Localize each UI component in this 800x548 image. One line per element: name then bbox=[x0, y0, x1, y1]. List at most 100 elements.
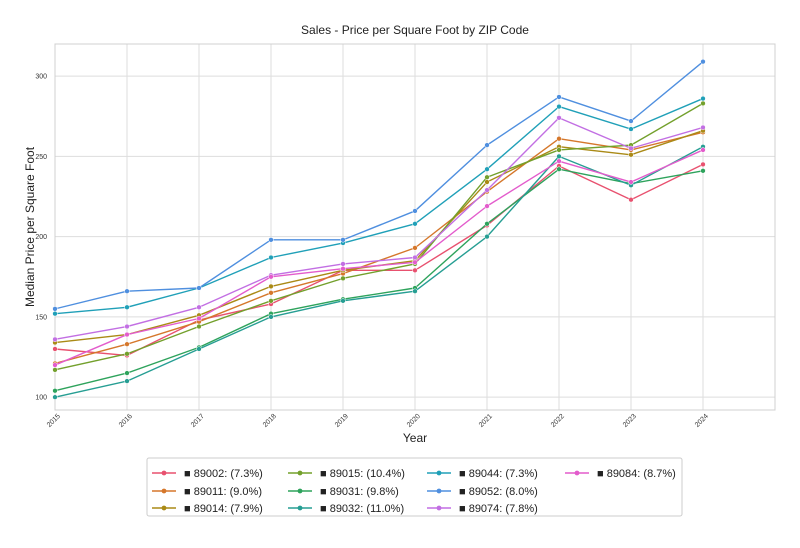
legend-swatch-marker bbox=[297, 488, 303, 494]
x-tick-label: 2024 bbox=[694, 413, 710, 429]
series-group bbox=[52, 115, 706, 343]
data-point bbox=[556, 103, 562, 110]
data-point bbox=[340, 261, 346, 267]
x-axis-label: Year bbox=[403, 431, 427, 445]
data-point bbox=[628, 152, 634, 158]
data-point bbox=[196, 323, 202, 330]
legend-item: ■ 89084: (8.7%) bbox=[565, 468, 676, 480]
x-tick-label: 2023 bbox=[622, 413, 638, 429]
data-point bbox=[628, 197, 634, 203]
x-tick-label: 2022 bbox=[550, 413, 566, 429]
legend-item: ■ 89031: (9.8%) bbox=[288, 486, 399, 498]
y-tick-label: 250 bbox=[35, 154, 47, 161]
data-point bbox=[124, 351, 130, 357]
legend-label: ■ 89044: (7.3%) bbox=[459, 468, 538, 480]
x-tick-label: 2016 bbox=[118, 413, 134, 429]
data-point bbox=[196, 304, 202, 310]
data-point bbox=[412, 259, 418, 265]
data-point bbox=[700, 100, 706, 107]
legend-label: ■ 89052: (8.0%) bbox=[459, 486, 538, 498]
data-point bbox=[52, 388, 58, 394]
data-point bbox=[484, 233, 490, 240]
series-group bbox=[52, 144, 706, 400]
data-point bbox=[268, 298, 274, 304]
legend-label: ■ 89011: (9.0%) bbox=[184, 486, 262, 498]
legend-label: ■ 89002: (7.3%) bbox=[184, 468, 263, 480]
data-point bbox=[484, 166, 490, 172]
legend-label: ■ 89015: (10.4%) bbox=[320, 468, 405, 480]
x-tick-label: 2015 bbox=[46, 413, 62, 429]
x-tick-label: 2020 bbox=[406, 413, 422, 429]
y-tick-label: 150 bbox=[35, 314, 47, 321]
legend-label: ■ 89074: (7.8%) bbox=[459, 503, 538, 515]
data-point bbox=[196, 315, 202, 322]
data-point bbox=[556, 153, 562, 160]
data-point bbox=[484, 179, 490, 185]
legend-item: ■ 89015: (10.4%) bbox=[288, 468, 405, 480]
data-point bbox=[52, 394, 58, 400]
x-tick-label: 2019 bbox=[334, 413, 350, 429]
data-point bbox=[412, 288, 418, 294]
data-point bbox=[124, 304, 130, 310]
grid bbox=[54, 44, 775, 410]
data-point bbox=[124, 341, 130, 347]
data-point bbox=[628, 179, 634, 185]
data-point bbox=[484, 142, 490, 148]
data-point bbox=[484, 187, 490, 193]
series-line bbox=[54, 146, 704, 398]
data-point bbox=[124, 331, 130, 338]
data-point bbox=[628, 126, 634, 132]
legend-frame bbox=[146, 457, 683, 517]
y-tick-label: 100 bbox=[35, 395, 47, 402]
data-point bbox=[556, 158, 562, 164]
data-point bbox=[700, 59, 706, 65]
legend-label: ■ 89031: (9.8%) bbox=[320, 486, 399, 498]
data-point bbox=[556, 115, 562, 121]
legend-swatch-marker bbox=[436, 505, 442, 511]
legend-swatch-marker bbox=[161, 488, 167, 494]
data-point bbox=[700, 147, 706, 153]
legend-label: ■ 89032: (11.0%) bbox=[320, 503, 404, 515]
chart-title: Sales - Price per Square Foot by ZIP Cod… bbox=[301, 23, 529, 37]
data-point bbox=[52, 336, 58, 343]
data-point bbox=[700, 161, 706, 168]
data-point bbox=[124, 378, 130, 384]
data-point bbox=[124, 323, 130, 330]
data-point bbox=[556, 136, 562, 142]
legend-swatch-marker bbox=[297, 470, 303, 476]
legend-item: ■ 89014: (7.9%) bbox=[152, 503, 263, 515]
data-point bbox=[700, 95, 706, 102]
legend-swatch-marker bbox=[161, 505, 167, 511]
data-point bbox=[52, 306, 58, 312]
data-point bbox=[340, 237, 346, 243]
series-group bbox=[52, 147, 706, 368]
legend-swatch-marker bbox=[161, 470, 167, 476]
data-point bbox=[484, 221, 490, 227]
series-line bbox=[54, 61, 704, 310]
legend-item: ■ 89011: (9.0%) bbox=[152, 486, 262, 498]
data-point bbox=[124, 288, 130, 294]
legend: ■ 89002: (7.3%) ■ 89011: (9.0%) ■ 89014: (… bbox=[146, 457, 683, 517]
series-line bbox=[54, 97, 704, 315]
data-point bbox=[268, 274, 274, 280]
data-point bbox=[700, 124, 706, 131]
data-point bbox=[268, 237, 274, 243]
data-point bbox=[412, 267, 418, 273]
data-point bbox=[340, 275, 346, 282]
series-line bbox=[54, 163, 704, 357]
legend-swatch-marker bbox=[436, 488, 442, 494]
data-point bbox=[628, 118, 634, 124]
axis-ticks: 2015 2016 2017 2018 2019 2020 2021 2022 2023 2024… bbox=[35, 74, 710, 429]
data-point bbox=[268, 314, 274, 320]
x-tick-label: 2021 bbox=[478, 413, 494, 429]
legend-swatch-marker bbox=[297, 505, 303, 511]
data-point bbox=[628, 145, 634, 151]
x-tick-label: 2017 bbox=[190, 413, 206, 429]
data-point bbox=[556, 166, 562, 172]
data-point bbox=[268, 290, 274, 296]
legend-item: ■ 89052: (8.0%) bbox=[427, 486, 538, 498]
series-line bbox=[54, 168, 704, 392]
x-tick-label: 2018 bbox=[262, 413, 278, 429]
data-point bbox=[340, 298, 346, 304]
